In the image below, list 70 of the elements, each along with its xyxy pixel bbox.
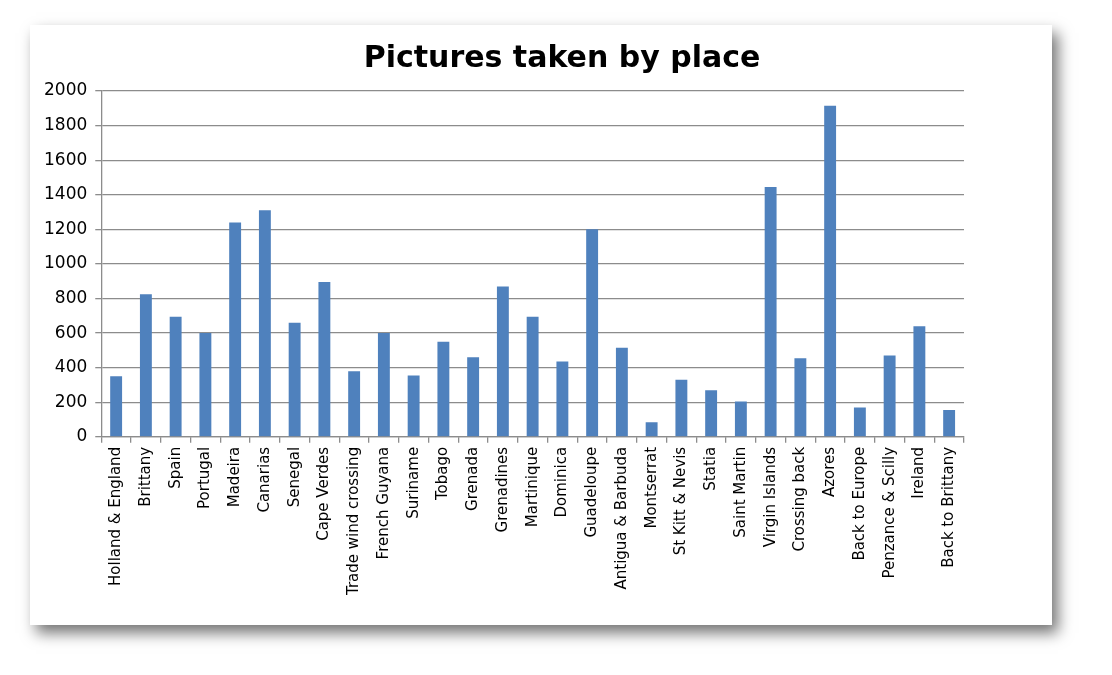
y-tick-label: 800 — [54, 286, 88, 307]
x-tick-label: Crossing back — [790, 446, 809, 552]
x-tick-label: Martinique — [522, 446, 541, 528]
x-tick-label: Brittany — [135, 446, 154, 507]
x-tick-label: Guadeloupe — [582, 446, 601, 538]
x-tick-label: Grenadines — [492, 446, 511, 533]
bar — [496, 286, 509, 437]
x-tick-label: Madeira — [225, 446, 244, 508]
bar — [437, 341, 450, 437]
x-tick-label: Holland & England — [106, 446, 125, 586]
y-tick-label: 2000 — [44, 79, 88, 100]
bar — [586, 229, 599, 437]
bar — [734, 401, 747, 437]
bar — [764, 186, 777, 437]
x-tick-label: Spain — [165, 446, 184, 489]
bar — [288, 322, 301, 437]
y-tick-label: 1800 — [44, 114, 88, 135]
bar — [526, 316, 539, 437]
x-tick-label: Suriname — [403, 446, 422, 519]
y-tick-label: 1400 — [44, 183, 88, 204]
x-tick-label: Montserrat — [641, 446, 660, 529]
x-tick-label: Saint Martin — [730, 446, 749, 538]
x-tick-label: Tobago — [433, 446, 452, 502]
x-tick-label: Cape Verdes — [314, 446, 333, 541]
bar — [853, 407, 866, 437]
bar — [258, 210, 271, 437]
y-tick-label: 600 — [54, 321, 88, 342]
x-tick-label: Trade wind crossing — [344, 446, 363, 596]
bar — [169, 316, 182, 437]
x-tick-label: Penzance & Scilly — [879, 446, 898, 579]
bar — [943, 410, 956, 437]
bar — [139, 294, 152, 437]
x-tick-label: Dominica — [552, 446, 571, 518]
bar — [824, 105, 837, 437]
x-tick-label: Ireland — [909, 446, 928, 499]
bar — [318, 282, 331, 437]
bar — [913, 326, 926, 437]
y-tick-label: 200 — [54, 390, 88, 411]
x-tick-label: Senegal — [284, 446, 303, 508]
x-tick-label: Azores — [820, 446, 839, 498]
bar — [407, 375, 420, 437]
bar — [645, 422, 658, 437]
x-tick-label: Antigua & Barbuda — [611, 446, 630, 590]
bar — [615, 347, 628, 437]
y-tick-label: 1000 — [44, 252, 88, 273]
bar — [556, 361, 569, 437]
bar — [110, 376, 123, 437]
bar — [705, 390, 718, 437]
chart-title: Pictures taken by place — [362, 39, 762, 75]
bar — [348, 371, 361, 437]
x-tick-label: St Kitt & Nevis — [671, 446, 690, 556]
y-tick-label: 1200 — [44, 217, 88, 238]
x-tick-label: Back to Brittany — [939, 446, 958, 568]
bar — [883, 355, 896, 437]
x-tick-label: Grenada — [463, 446, 482, 511]
y-tick-label: 0 — [76, 425, 88, 446]
bar — [794, 358, 807, 437]
bar — [199, 333, 212, 437]
bar — [377, 333, 390, 437]
x-tick-label: Portugal — [195, 446, 214, 509]
x-tick-label: French Guyana — [373, 446, 392, 560]
x-tick-label: Virgin Islands — [760, 446, 779, 548]
bar — [229, 222, 242, 437]
y-tick-label: 1600 — [44, 148, 88, 169]
y-tick-label: 400 — [54, 356, 88, 377]
bar — [467, 357, 480, 437]
x-tick-label: Canarias — [254, 446, 273, 513]
x-tick-label: Back to Europe — [849, 446, 868, 561]
bar — [675, 379, 688, 437]
x-tick-label: Statia — [701, 446, 720, 491]
